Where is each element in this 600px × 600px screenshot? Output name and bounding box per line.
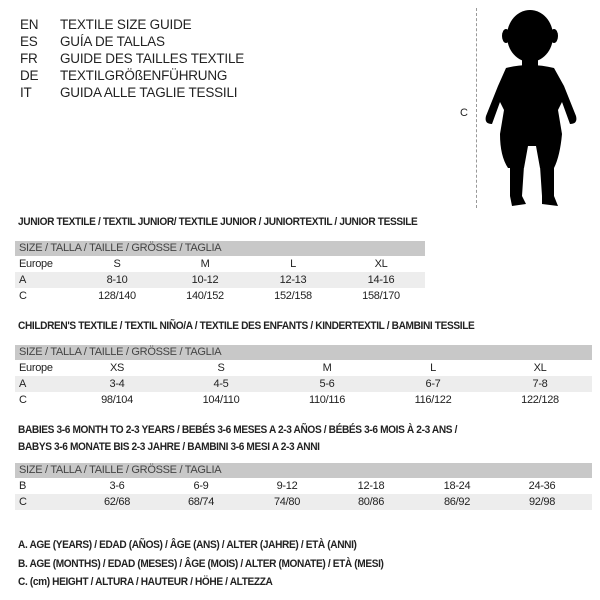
lang-title: GUIDE DES TAILLES TEXTILE: [60, 51, 245, 66]
lang-title: TEXTILE SIZE GUIDE: [60, 17, 192, 32]
language-codes: EN ES FR DE IT: [20, 16, 39, 101]
cell: 10-12: [191, 274, 219, 286]
height-label: C: [460, 107, 468, 119]
row-label: Europe: [19, 258, 53, 270]
cell: 18-24: [443, 480, 471, 492]
babies-title-line2: BABYS 3-6 MONATE BIS 2-3 JAHRE / BAMBINI…: [18, 441, 320, 453]
row-label: C: [19, 394, 27, 406]
cell: 3-4: [109, 378, 125, 390]
babies-title-line1: BABIES 3-6 MONTH TO 2-3 YEARS / BEBÉS 3-…: [18, 424, 458, 436]
cell: 80/86: [357, 496, 385, 508]
table-row: C 62/68 68/74 74/80 80/86 86/92 92/98: [15, 494, 592, 510]
cell: 74/80: [273, 496, 301, 508]
table-row: C 98/104 104/110 110/116 116/122 122/128: [15, 392, 592, 408]
language-titles: TEXTILE SIZE GUIDE GUÍA DE TALLAS GUIDE …: [60, 16, 244, 101]
children-title: CHILDREN'S TEXTILE / TEXTIL NIÑO/A / TEX…: [18, 320, 475, 332]
lang-code: DE: [20, 68, 39, 83]
cell: 6-9: [193, 480, 209, 492]
cell: 116/122: [414, 394, 452, 406]
cell: 4-5: [213, 378, 229, 390]
cell: 12-13: [279, 274, 307, 286]
lang-title: GUIDA ALLE TAGLIE TESSILI: [60, 85, 238, 100]
cell: 24-36: [528, 480, 556, 492]
table-row: A 8-10 10-12 12-13 14-16: [15, 272, 425, 288]
cell: 92/98: [528, 496, 556, 508]
cell: M: [322, 362, 332, 374]
cell: 158/170: [362, 290, 400, 302]
cell: 62/68: [103, 496, 131, 508]
table-header: SIZE / TALLA / TAILLE / GRÖSSE / TAGLIA: [15, 345, 592, 360]
children-table: SIZE / TALLA / TAILLE / GRÖSSE / TAGLIA …: [15, 345, 592, 408]
cell: 8-10: [106, 274, 128, 286]
babies-table: SIZE / TALLA / TAILLE / GRÖSSE / TAGLIA …: [15, 463, 592, 510]
legend: A. AGE (YEARS) / EDAD (AÑOS) / ÂGE (ANS)…: [18, 536, 384, 592]
legend-c: C. (cm) HEIGHT / ALTURA / HAUTEUR / HÖHE…: [18, 576, 273, 588]
cell: 152/158: [274, 290, 312, 302]
lang-code: EN: [20, 17, 39, 32]
height-line: [476, 8, 477, 208]
table-row: Europe S M L XL: [15, 256, 425, 272]
child-silhouette-icon: [485, 10, 577, 206]
cell: S: [113, 258, 121, 270]
row-label: Europe: [19, 362, 53, 374]
table-row: C 128/140 140/152 152/158 158/170: [15, 288, 425, 304]
cell: 7-8: [532, 378, 548, 390]
junior-title: JUNIOR TEXTILE / TEXTIL JUNIOR/ TEXTILE …: [18, 216, 418, 228]
row-label: C: [19, 496, 27, 508]
cell: M: [200, 258, 210, 270]
cell: XL: [374, 258, 388, 270]
lang-title: TEXTILGRÖßENFÜHRUNG: [60, 68, 228, 83]
cell: 14-16: [367, 274, 395, 286]
cell: 9-12: [276, 480, 298, 492]
lang-title: GUÍA DE TALLAS: [60, 34, 165, 49]
row-label: A: [19, 378, 27, 390]
cell: S: [217, 362, 225, 374]
cell: 6-7: [425, 378, 441, 390]
table-row: B 3-6 6-9 9-12 12-18 18-24 24-36: [15, 478, 592, 494]
cell: 12-18: [357, 480, 385, 492]
table-row: A 3-4 4-5 5-6 6-7 7-8: [15, 376, 592, 392]
lang-code: ES: [20, 34, 38, 49]
cell: 104/110: [202, 394, 240, 406]
row-label: C: [19, 290, 27, 302]
legend-b: B. AGE (MONTHS) / EDAD (MESES) / ÂGE (MO…: [18, 557, 384, 570]
cell: 68/74: [187, 496, 215, 508]
cell: 98/104: [101, 394, 133, 406]
legend-a: A. AGE (YEARS) / EDAD (AÑOS) / ÂGE (ANS)…: [18, 539, 357, 551]
cell: L: [430, 362, 436, 374]
table-header: SIZE / TALLA / TAILLE / GRÖSSE / TAGLIA: [15, 241, 425, 256]
cell: 140/152: [186, 290, 224, 302]
row-label: A: [19, 274, 27, 286]
cell: L: [290, 258, 296, 270]
table-row: Europe XS S M L XL: [15, 360, 592, 376]
lang-code: IT: [20, 85, 32, 100]
cell: 5-6: [319, 378, 335, 390]
cell: 3-6: [109, 480, 125, 492]
cell: XL: [533, 362, 547, 374]
cell: 122/128: [521, 394, 559, 406]
table-header: SIZE / TALLA / TAILLE / GRÖSSE / TAGLIA: [15, 463, 592, 478]
cell: 128/140: [98, 290, 136, 302]
junior-table: SIZE / TALLA / TAILLE / GRÖSSE / TAGLIA …: [15, 241, 425, 304]
cell: 110/116: [308, 394, 346, 406]
row-label: B: [19, 480, 27, 492]
cell: XS: [109, 362, 125, 374]
cell: 86/92: [443, 496, 471, 508]
lang-code: FR: [20, 51, 38, 66]
